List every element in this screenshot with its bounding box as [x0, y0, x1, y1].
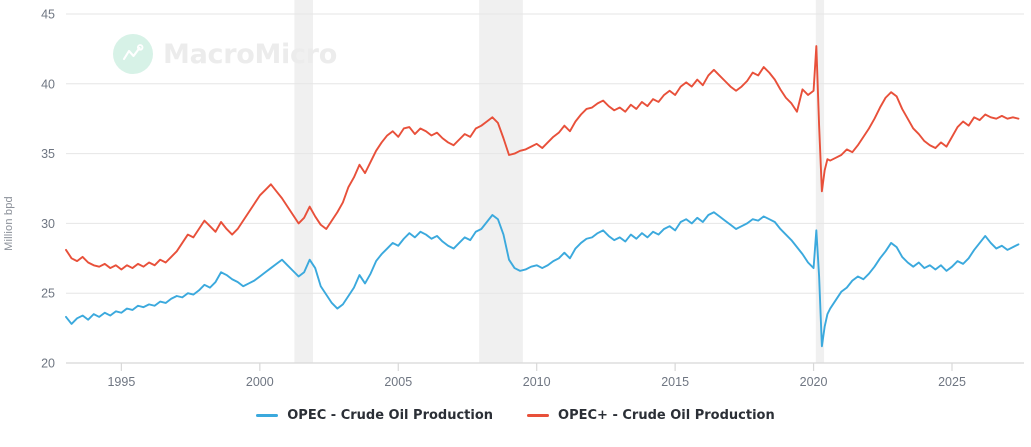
legend-label-opec: OPEC - Crude Oil Production [287, 408, 494, 423]
series-line-opec [65, 211, 1020, 348]
y-axis-title: Million bpd [3, 196, 15, 251]
y-tick-label-45: 45 [41, 8, 55, 22]
y-tick-label-25: 25 [41, 287, 55, 301]
y-tick-label-30: 30 [41, 217, 55, 231]
series-line-opec-plus [65, 45, 1020, 271]
y-tick-label-20: 20 [41, 357, 55, 371]
legend-swatch-opec [256, 414, 279, 417]
x-tick-label-2010: 2010 [523, 375, 551, 389]
x-axis-tick-labels: 1995 2000 2005 2010 2015 2020 2025 [107, 375, 965, 389]
y-tick-label-35: 35 [41, 147, 55, 161]
shaded-band-recession-2008 [479, 0, 523, 363]
x-tick-label-2020: 2020 [800, 375, 828, 389]
x-tick-label-2015: 2015 [661, 375, 689, 389]
legend-item-opec-plus[interactable]: OPEC+ - Crude Oil Production [527, 408, 775, 423]
chart-legend: OPEC - Crude Oil Production OPEC+ - Crud… [0, 408, 1031, 423]
x-axis-line-group [66, 362, 1024, 371]
data-series-group [65, 45, 1020, 348]
y-axis-tick-labels: 20 25 30 35 40 45 [41, 8, 55, 371]
shaded-band-recession-2020 [815, 0, 825, 363]
legend-label-opec-plus: OPEC+ - Crude Oil Production [558, 408, 775, 423]
x-tick-label-2025: 2025 [938, 375, 966, 389]
y-tick-label-40: 40 [41, 77, 55, 91]
legend-swatch-opec-plus [527, 414, 550, 417]
x-tick-label-2000: 2000 [246, 375, 274, 389]
gridlines-group [66, 13, 1024, 364]
x-tick-label-2005: 2005 [384, 375, 412, 389]
recession-bands-group [294, 0, 825, 363]
shaded-band-recession-2001 [294, 0, 313, 363]
legend-item-opec[interactable]: OPEC - Crude Oil Production [256, 408, 493, 423]
x-tick-label-1995: 1995 [107, 375, 135, 389]
